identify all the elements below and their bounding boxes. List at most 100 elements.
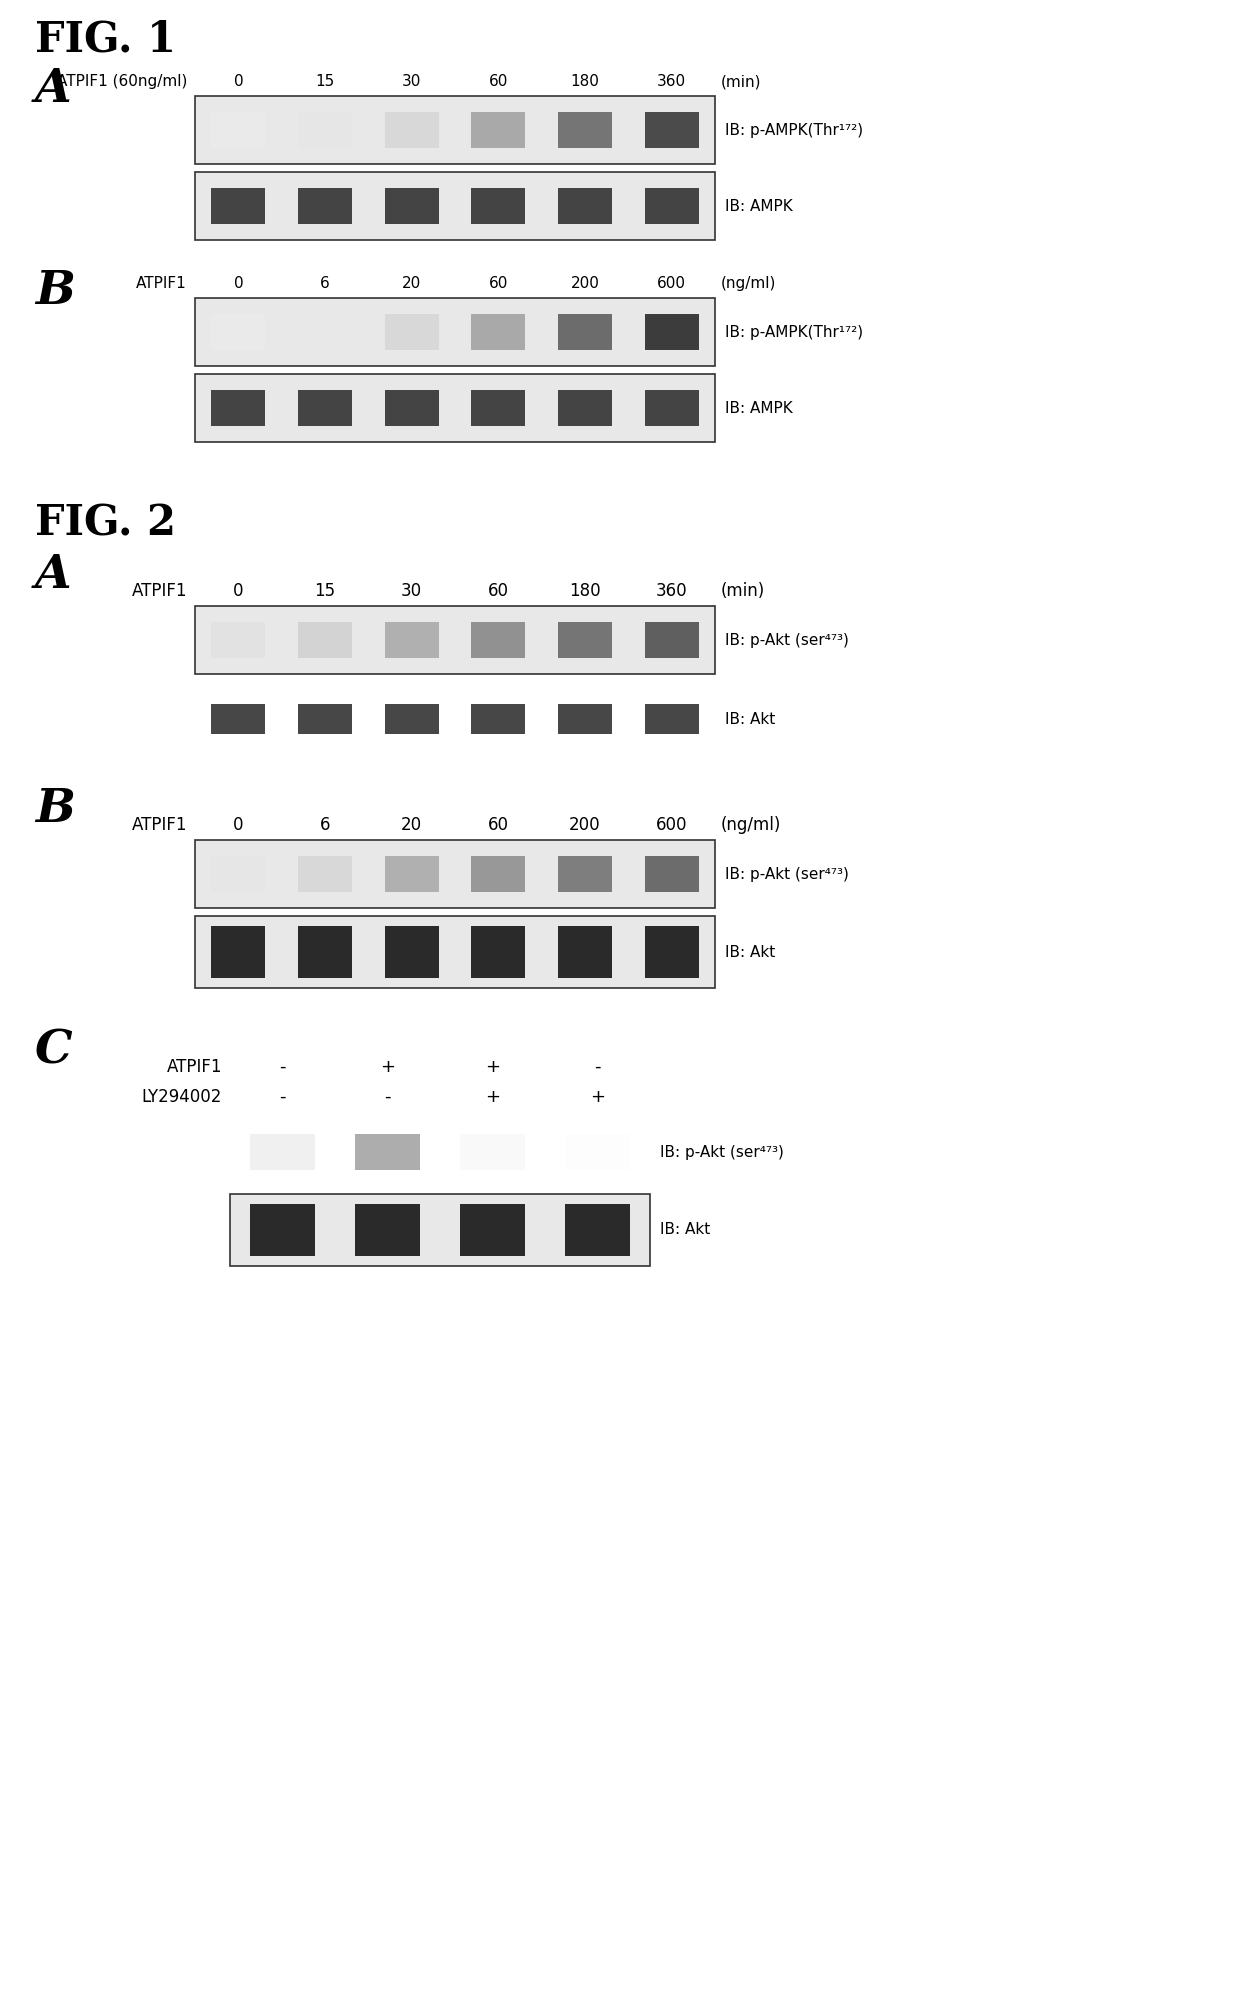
Bar [460,1135,525,1171]
Text: B: B [35,786,74,832]
Text: 6: 6 [320,816,330,834]
Bar [384,314,439,350]
Bar [558,704,611,734]
Bar [195,916,715,988]
Bar [298,112,352,148]
Text: 60: 60 [487,816,508,834]
Bar [355,1205,420,1257]
Text: 60: 60 [489,74,508,88]
Bar [558,856,611,892]
Bar [645,856,698,892]
Text: 360: 360 [656,582,687,600]
Bar [384,856,439,892]
Bar [212,112,265,148]
Bar [212,188,265,224]
Bar [195,172,715,240]
Bar [471,856,526,892]
Text: -: - [279,1059,285,1077]
Bar [471,704,526,734]
Text: 30: 30 [401,582,423,600]
Bar [212,390,265,426]
Bar [384,188,439,224]
Text: -: - [384,1089,391,1107]
Text: A: A [35,66,72,112]
Text: 180: 180 [569,582,601,600]
Text: IB: p-Akt (ser⁴⁷³): IB: p-Akt (ser⁴⁷³) [725,632,849,648]
Text: (min): (min) [720,74,761,88]
Text: 0: 0 [233,582,243,600]
Bar [212,704,265,734]
Text: 30: 30 [402,74,422,88]
Bar [212,622,265,658]
Text: 180: 180 [570,74,599,88]
Bar [229,1119,650,1187]
Text: IB: Akt: IB: Akt [660,1223,711,1237]
Bar [565,1135,630,1171]
Bar [229,1195,650,1267]
Text: IB: p-Akt (ser⁴⁷³): IB: p-Akt (ser⁴⁷³) [725,866,849,882]
Bar [195,298,715,366]
Bar [212,314,265,350]
Text: IB: Akt: IB: Akt [725,712,775,726]
Text: 6: 6 [320,276,330,290]
Bar [645,390,698,426]
Bar [384,390,439,426]
Bar [645,314,698,350]
Bar [195,606,715,674]
Bar [212,926,265,978]
Bar [460,1205,525,1257]
Text: ATPIF1: ATPIF1 [131,816,187,834]
Bar [558,926,611,978]
Text: LY294002: LY294002 [141,1089,222,1107]
Bar [298,926,352,978]
Bar [645,112,698,148]
Bar [195,374,715,442]
Bar [558,112,611,148]
Text: 60: 60 [487,582,508,600]
Text: -: - [279,1089,285,1107]
Text: (ng/ml): (ng/ml) [720,276,776,290]
Bar [298,856,352,892]
Text: (min): (min) [720,582,765,600]
Bar [212,856,265,892]
Text: FIG. 2: FIG. 2 [35,502,176,544]
Text: ATPIF1: ATPIF1 [166,1059,222,1077]
Text: C: C [35,1029,73,1075]
Text: ATPIF1 (60ng/ml): ATPIF1 (60ng/ml) [57,74,187,88]
Bar [298,704,352,734]
Bar [645,622,698,658]
Text: 360: 360 [657,74,686,88]
Bar [250,1135,315,1171]
Text: (ng/ml): (ng/ml) [720,816,781,834]
Bar [195,840,715,908]
Text: 0: 0 [233,816,243,834]
Bar [298,188,352,224]
Text: -: - [594,1059,600,1077]
Text: IB: AMPK: IB: AMPK [725,400,792,416]
Text: IB: p-AMPK(Thr¹⁷²): IB: p-AMPK(Thr¹⁷²) [725,122,863,138]
Text: +: + [485,1059,500,1077]
Bar [298,622,352,658]
Bar [558,188,611,224]
Bar [471,112,526,148]
Text: 600: 600 [656,816,687,834]
Text: IB: p-AMPK(Thr¹⁷²): IB: p-AMPK(Thr¹⁷²) [725,324,863,340]
Text: 0: 0 [233,74,243,88]
Text: 0: 0 [233,276,243,290]
Text: +: + [485,1089,500,1107]
Bar [471,926,526,978]
Bar [471,314,526,350]
Bar [558,390,611,426]
Bar [471,188,526,224]
Bar [195,96,715,164]
Bar [355,1135,420,1171]
Text: ATPIF1: ATPIF1 [131,582,187,600]
Text: 15: 15 [315,582,336,600]
Bar [645,926,698,978]
Bar [298,390,352,426]
Bar [558,622,611,658]
Bar [471,390,526,426]
Text: 200: 200 [570,276,599,290]
Bar [250,1205,315,1257]
Bar [195,690,715,748]
